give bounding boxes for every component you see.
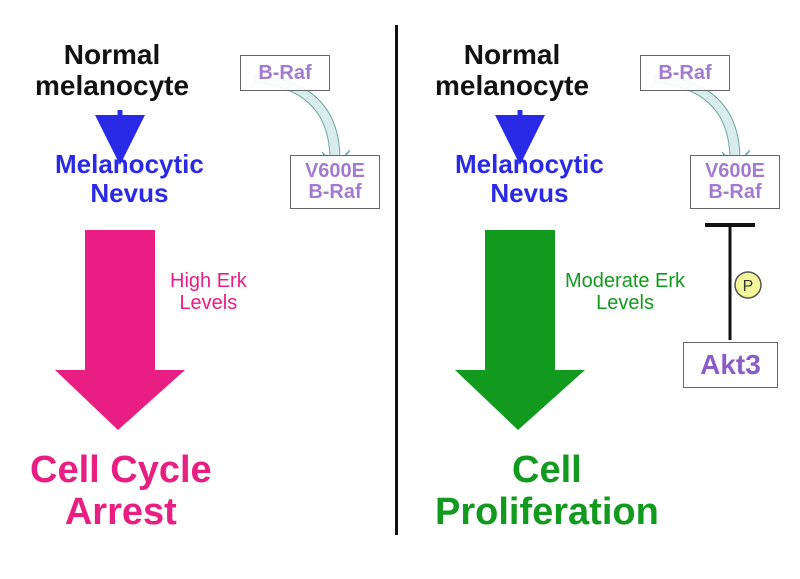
outcome-label: Cell Cycle Arrest [30, 450, 212, 534]
normal-melanocyte-label: Normal melanocyte [435, 40, 589, 102]
akt3-box: Akt3 [683, 342, 778, 388]
erk-level-label: High Erk Levels [170, 270, 247, 314]
erk-level-label: Moderate Erk Levels [565, 270, 685, 314]
inhibition-t-icon [705, 225, 755, 340]
panel-divider [395, 25, 398, 535]
v600e-braf-box: V600E B-Raf [690, 155, 780, 209]
melanocytic-nevus-label: Melanocytic Nevus [55, 150, 204, 207]
braf-box: B-Raf [640, 55, 730, 91]
braf-box: B-Raf [240, 55, 330, 91]
big-arrow-icon [455, 230, 585, 430]
v600e-braf-box: V600E B-Raf [290, 155, 380, 209]
right-panel: P Normal melanocyte Melanocytic Nevus B-… [400, 0, 800, 579]
outcome-label: Cell Proliferation [435, 450, 659, 534]
melanocytic-nevus-label: Melanocytic Nevus [455, 150, 604, 207]
phospho-p-icon [735, 272, 761, 298]
normal-melanocyte-label: Normal melanocyte [35, 40, 189, 102]
big-arrow-icon [55, 230, 185, 430]
phospho-p-label: P [743, 278, 754, 295]
left-panel: Normal melanocyte Melanocytic Nevus B-Ra… [0, 0, 395, 579]
